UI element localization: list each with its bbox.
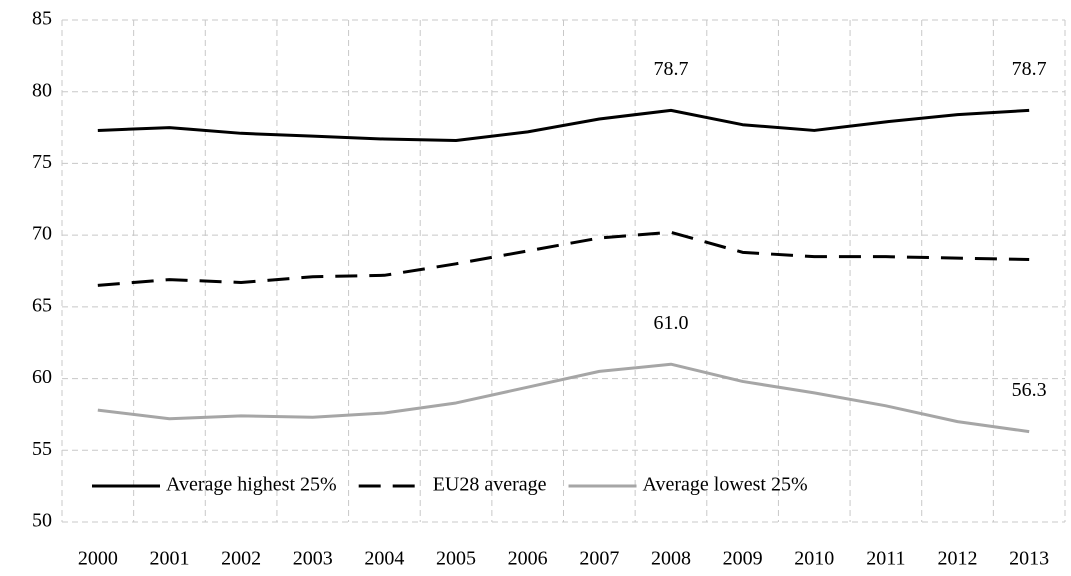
y-tick-label: 80 — [32, 79, 52, 101]
legend-label: Average highest 25% — [166, 474, 337, 496]
data-label: 61.0 — [653, 312, 688, 334]
x-tick-label: 2004 — [364, 548, 404, 570]
data-label: 78.7 — [653, 58, 688, 80]
x-tick-label: 2008 — [651, 548, 691, 570]
y-tick-label: 65 — [32, 294, 52, 316]
y-tick-label: 50 — [32, 510, 52, 532]
x-tick-label: 2003 — [293, 548, 333, 570]
x-tick-label: 2000 — [78, 548, 118, 570]
y-tick-label: 60 — [32, 366, 52, 388]
y-tick-label: 75 — [32, 151, 52, 173]
x-tick-label: 2005 — [436, 548, 476, 570]
x-tick-label: 2011 — [866, 548, 905, 570]
x-tick-label: 2010 — [794, 548, 834, 570]
x-tick-label: 2001 — [149, 548, 189, 570]
series-line — [97, 108, 1030, 142]
data-label: 56.3 — [1012, 379, 1047, 401]
y-tick-label: 55 — [32, 438, 52, 460]
series-line — [97, 362, 1030, 434]
legend-label: Average lowest 25% — [643, 474, 808, 496]
data-label: 78.7 — [1012, 58, 1047, 80]
x-tick-label: 2009 — [723, 548, 763, 570]
y-tick-label: 85 — [32, 8, 52, 30]
x-tick-label: 2012 — [938, 548, 978, 570]
x-tick-label: 2013 — [1009, 548, 1049, 570]
series-line — [97, 230, 1030, 287]
x-tick-label: 2007 — [579, 548, 619, 570]
y-tick-label: 70 — [32, 223, 52, 245]
x-tick-label: 2002 — [221, 548, 261, 570]
x-tick-label: 2006 — [508, 548, 548, 570]
legend-label: EU28 average — [433, 474, 547, 496]
